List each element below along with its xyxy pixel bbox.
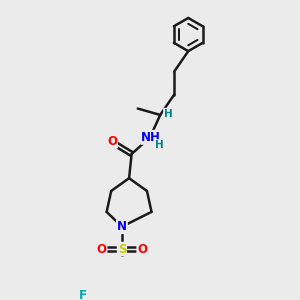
Text: O: O: [137, 243, 147, 256]
Text: N: N: [117, 220, 127, 233]
Text: O: O: [107, 135, 117, 148]
Text: S: S: [118, 243, 126, 256]
Text: NH: NH: [141, 131, 161, 144]
Text: H: H: [155, 140, 164, 150]
Text: F: F: [79, 289, 87, 300]
Text: O: O: [97, 243, 106, 256]
Text: H: H: [164, 109, 173, 119]
